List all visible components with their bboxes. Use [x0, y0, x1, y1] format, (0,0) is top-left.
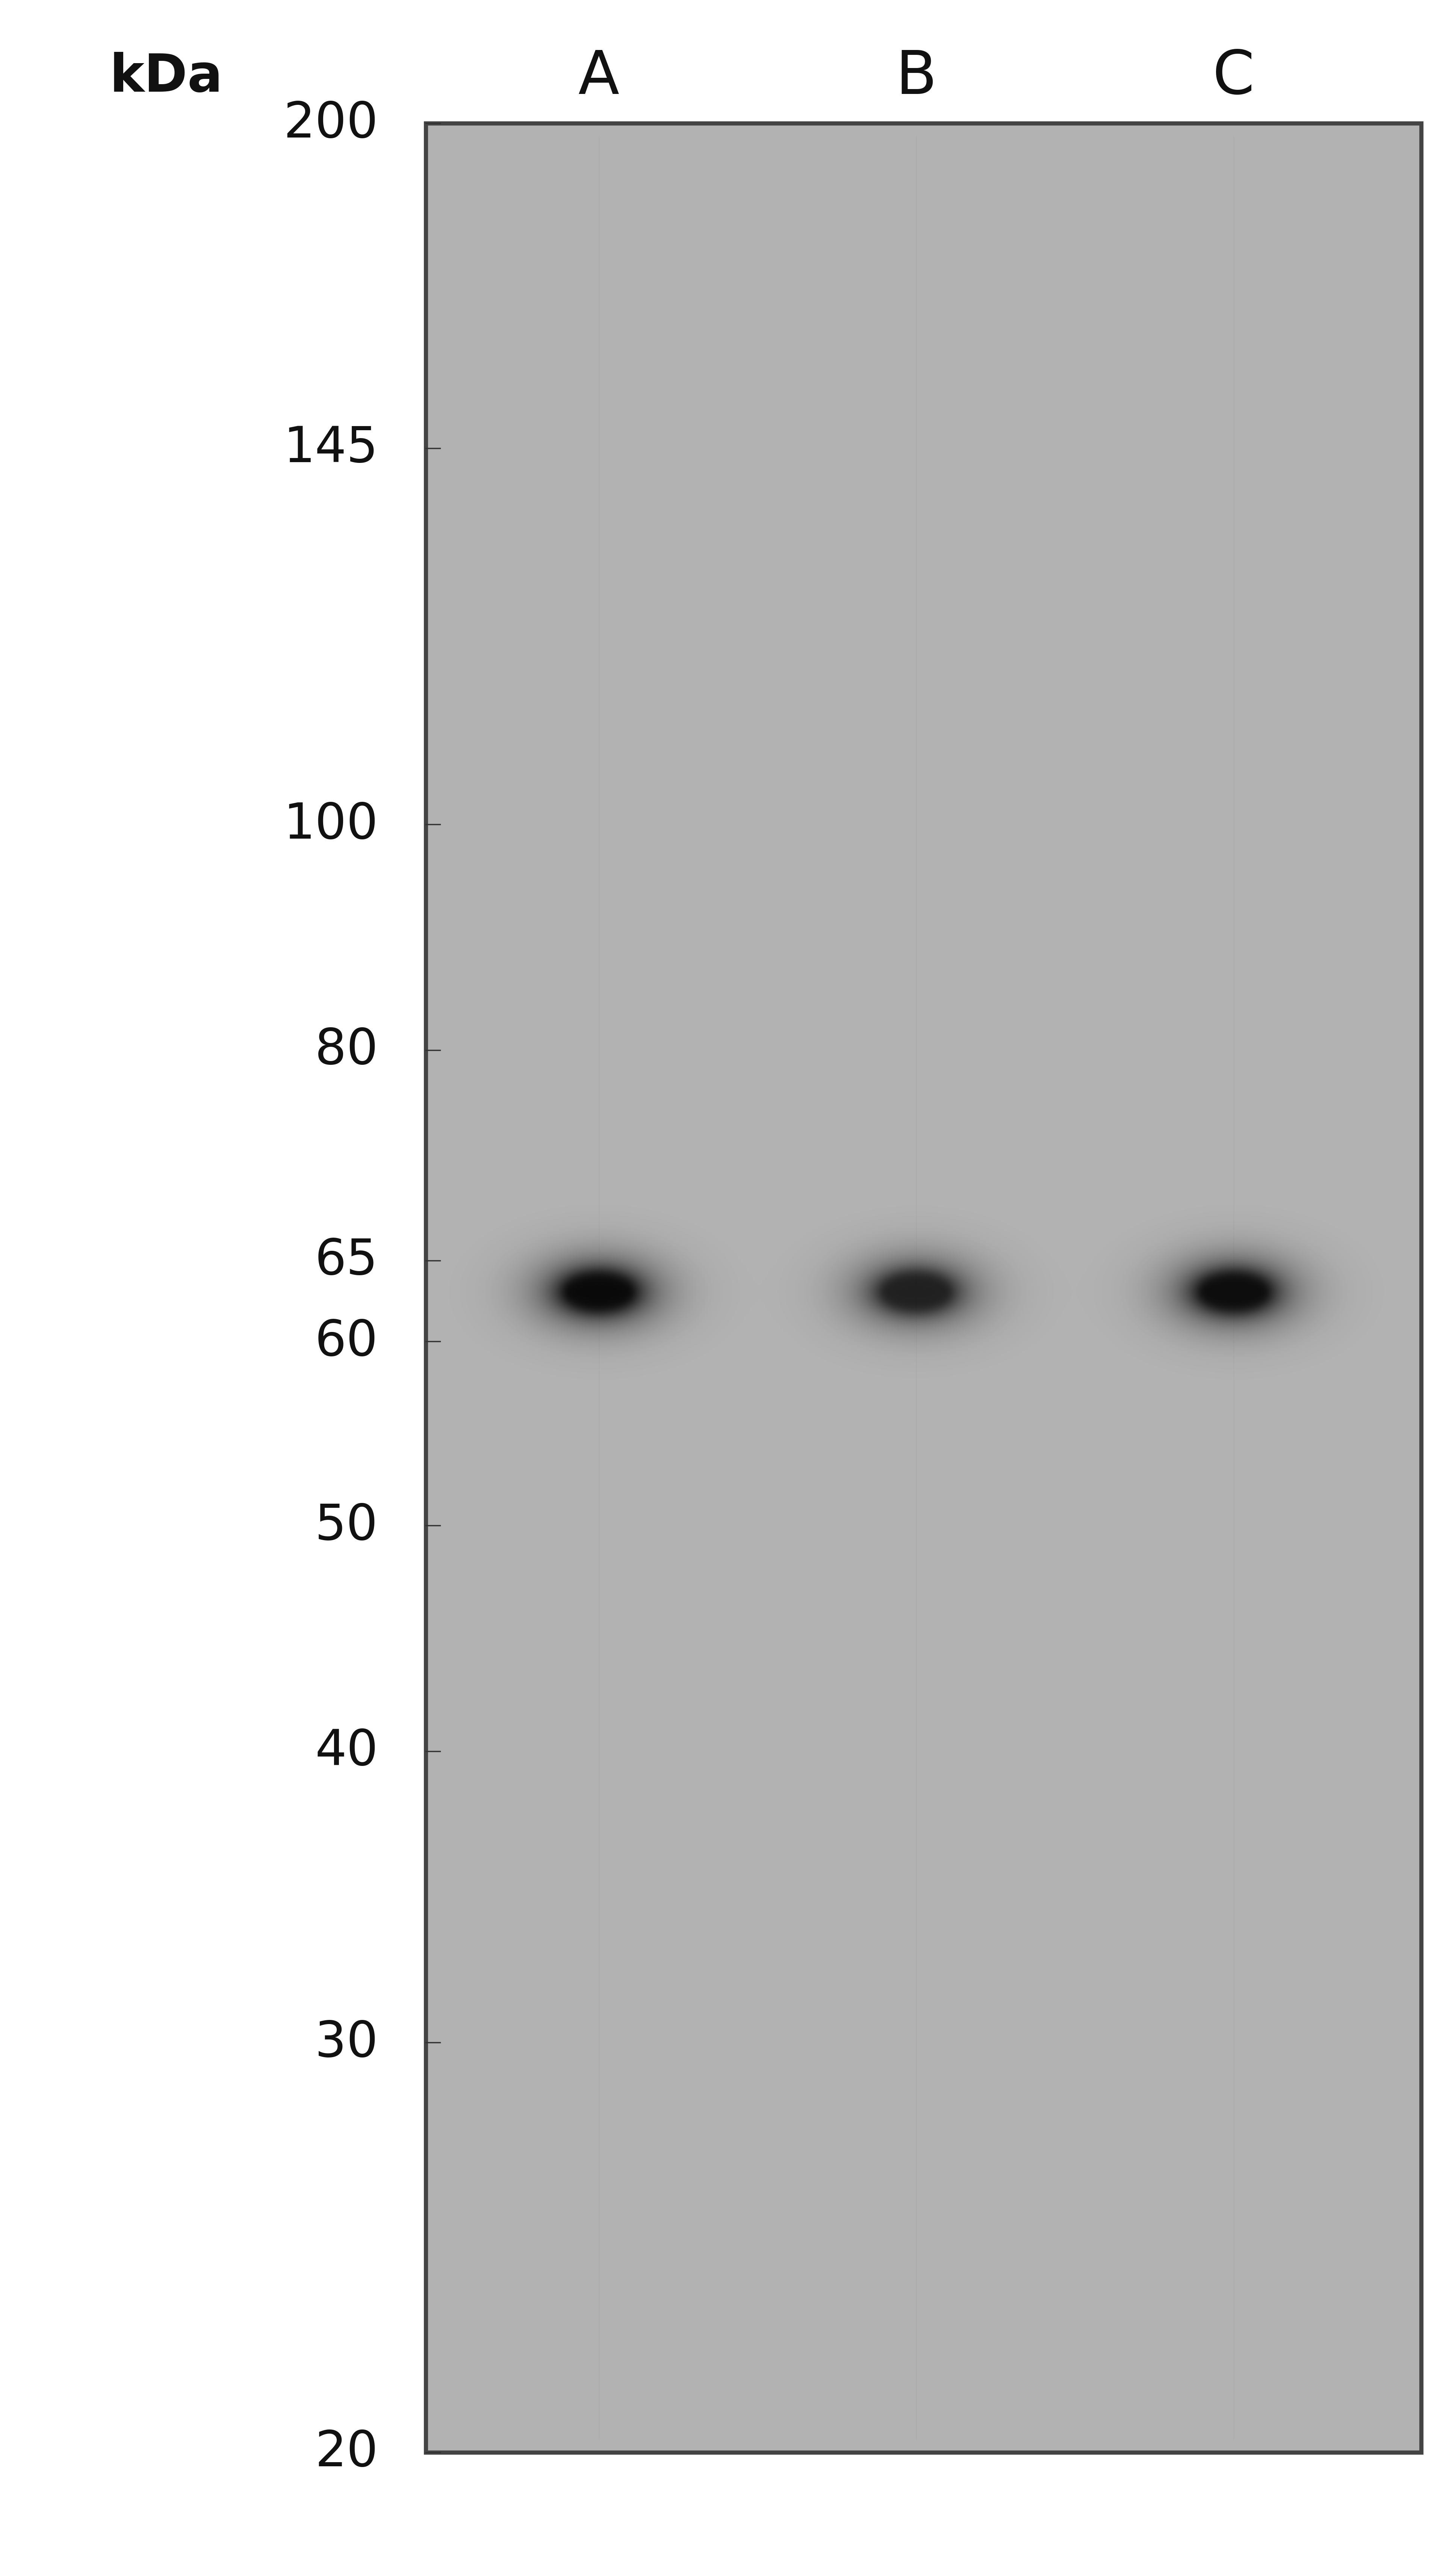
Text: C: C [1212, 49, 1255, 106]
Text: 20: 20 [315, 2429, 378, 2476]
Text: 80: 80 [315, 1025, 378, 1074]
Text: 100: 100 [283, 801, 378, 848]
Bar [426, 124, 1421, 2452]
Text: 50: 50 [315, 1502, 378, 1551]
Text: B: B [896, 49, 937, 106]
Text: 145: 145 [283, 425, 378, 471]
Text: 40: 40 [315, 1728, 378, 1775]
Text: 60: 60 [315, 1319, 378, 1365]
Text: 65: 65 [315, 1236, 378, 1285]
Text: 200: 200 [283, 100, 378, 147]
Text: kDa: kDa [110, 52, 222, 103]
Text: A: A [579, 49, 619, 106]
Text: 30: 30 [315, 2020, 378, 2066]
